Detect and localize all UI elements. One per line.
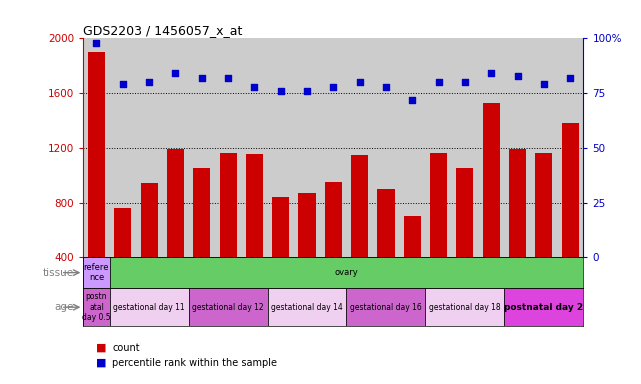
Bar: [509, 149, 526, 257]
Bar: [140, 184, 158, 257]
Text: postnatal day 2: postnatal day 2: [504, 303, 583, 312]
Bar: [246, 154, 263, 257]
Point: [144, 79, 154, 85]
Point: [354, 79, 365, 85]
Bar: [88, 52, 105, 257]
Bar: [430, 153, 447, 257]
Text: gestational day 11: gestational day 11: [113, 303, 185, 312]
Bar: [167, 149, 184, 257]
Bar: [299, 193, 315, 257]
Text: postn
atal
day 0.5: postn atal day 0.5: [82, 292, 111, 322]
Point: [328, 83, 338, 89]
Point: [249, 83, 260, 89]
Text: percentile rank within the sample: percentile rank within the sample: [112, 358, 277, 368]
Point: [512, 73, 522, 79]
Point: [171, 70, 181, 76]
Point: [92, 40, 102, 46]
Bar: [83, 257, 110, 288]
Bar: [535, 152, 553, 257]
Text: ■: ■: [96, 343, 106, 353]
Text: gestational day 16: gestational day 16: [350, 303, 422, 312]
Bar: [351, 155, 368, 257]
Bar: [504, 288, 583, 326]
Text: refere
nce: refere nce: [84, 263, 109, 282]
Bar: [83, 288, 110, 326]
Text: ■: ■: [96, 358, 106, 368]
Bar: [114, 208, 131, 257]
Bar: [347, 288, 426, 326]
Point: [460, 79, 470, 85]
Bar: [426, 288, 504, 326]
Bar: [193, 168, 210, 257]
Point: [433, 79, 444, 85]
Bar: [219, 153, 237, 257]
Bar: [188, 288, 267, 326]
Bar: [267, 288, 347, 326]
Point: [197, 75, 207, 81]
Point: [302, 88, 312, 94]
Point: [486, 70, 496, 76]
Bar: [378, 189, 394, 257]
Text: gestational day 18: gestational day 18: [429, 303, 501, 312]
Text: tissue: tissue: [42, 268, 73, 278]
Point: [407, 97, 417, 103]
Bar: [456, 168, 474, 257]
Point: [276, 88, 286, 94]
Point: [223, 75, 233, 81]
Bar: [325, 182, 342, 257]
Text: gestational day 12: gestational day 12: [192, 303, 264, 312]
Bar: [404, 216, 421, 257]
Bar: [272, 197, 289, 257]
Text: GDS2203 / 1456057_x_at: GDS2203 / 1456057_x_at: [83, 24, 243, 37]
Point: [538, 81, 549, 88]
Text: age: age: [54, 302, 73, 312]
Point: [565, 75, 575, 81]
Bar: [562, 123, 579, 257]
Bar: [483, 103, 500, 257]
Text: gestational day 14: gestational day 14: [271, 303, 343, 312]
Point: [118, 81, 128, 88]
Bar: [110, 288, 188, 326]
Text: count: count: [112, 343, 140, 353]
Point: [381, 83, 391, 89]
Text: ovary: ovary: [335, 268, 358, 277]
